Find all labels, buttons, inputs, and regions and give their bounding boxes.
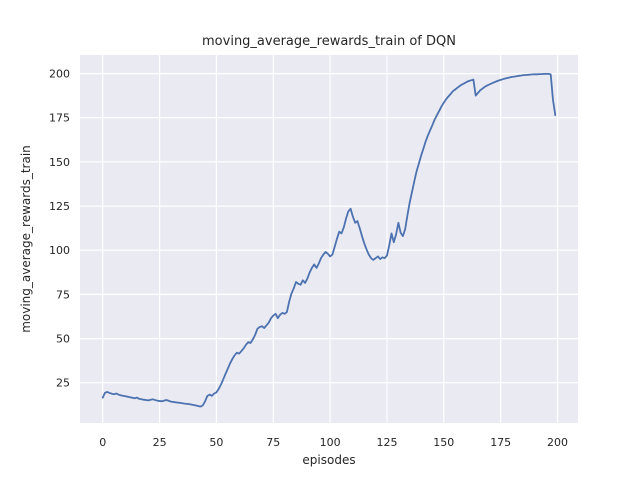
x-axis-label: episodes bbox=[302, 453, 356, 467]
y-tick-label: 150 bbox=[49, 156, 70, 169]
y-tick-label: 50 bbox=[56, 333, 70, 346]
chart-title: moving_average_rewards_train of DQN bbox=[202, 34, 456, 49]
y-tick-label: 175 bbox=[49, 112, 70, 125]
x-tick-label: 100 bbox=[320, 436, 341, 449]
y-tick-label: 100 bbox=[49, 244, 70, 257]
x-tick-label: 25 bbox=[153, 436, 167, 449]
y-axis-label: moving_average_rewards_train bbox=[19, 145, 33, 333]
x-tick-label: 125 bbox=[377, 436, 398, 449]
x-tick-label: 75 bbox=[266, 436, 280, 449]
series-line bbox=[101, 73, 557, 408]
y-tick-label: 200 bbox=[49, 68, 70, 81]
x-tick-label: 150 bbox=[433, 436, 454, 449]
x-tick-label: 200 bbox=[547, 436, 568, 449]
x-tick-label: 0 bbox=[99, 436, 106, 449]
y-tick-label: 25 bbox=[56, 377, 70, 390]
x-tick-label: 50 bbox=[209, 436, 223, 449]
y-tick-label: 125 bbox=[49, 200, 70, 213]
plot-area bbox=[80, 55, 578, 423]
x-tick-label: 175 bbox=[490, 436, 511, 449]
y-tick-label: 75 bbox=[56, 288, 70, 301]
